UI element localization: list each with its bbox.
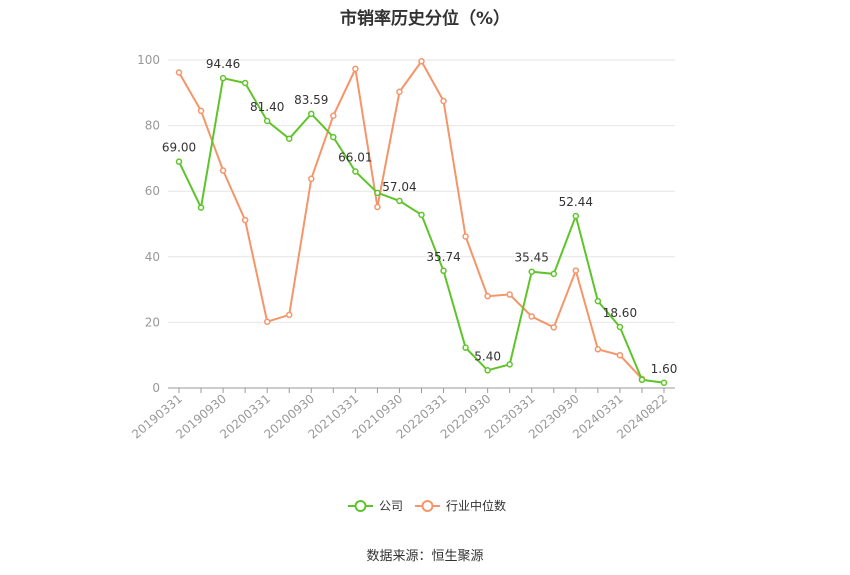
data-point: [506, 291, 513, 298]
data-point: [285, 311, 293, 319]
data-point: [660, 379, 668, 387]
legend-label: 行业中位数: [446, 498, 506, 513]
data-point: [330, 112, 337, 120]
data-point: [352, 65, 359, 73]
data-point: [219, 167, 227, 174]
data-point: [506, 361, 513, 368]
data-point: [396, 197, 403, 205]
data-point: [374, 203, 381, 211]
y-tick-label: 80: [145, 119, 160, 133]
data-point: [440, 267, 447, 275]
data-label: 1.60: [651, 362, 678, 376]
data-point: [484, 367, 491, 374]
data-point: [638, 376, 646, 384]
y-tick-label: 40: [145, 250, 160, 264]
data-point: [594, 346, 602, 353]
x-axis: 2019033120190930202003312020093020210331…: [129, 387, 675, 442]
data-label: 52.44: [559, 195, 593, 209]
data-point: [263, 117, 271, 125]
data-point: [175, 158, 183, 165]
gridlines: [168, 59, 675, 323]
data-point: [197, 107, 205, 115]
legend-marker: [354, 500, 367, 512]
data-point: [418, 211, 425, 219]
data-point: [440, 97, 447, 105]
data-point: [616, 351, 624, 359]
data-point: [550, 270, 558, 278]
data-point: [241, 216, 249, 224]
y-tick-label: 100: [137, 53, 160, 67]
data-point: [396, 88, 403, 96]
data-label: 18.60: [603, 306, 637, 320]
data-point: [352, 168, 359, 175]
data-point: [308, 175, 315, 182]
data-label: 66.01: [338, 150, 372, 164]
data-point: [462, 233, 469, 240]
data-point: [616, 323, 624, 331]
series-line-1: [178, 59, 643, 380]
data-point: [219, 74, 227, 82]
data-label: 81.40: [250, 100, 284, 114]
data-label: 94.46: [206, 57, 240, 71]
data-label: 35.45: [515, 251, 549, 265]
data-point: [308, 110, 315, 118]
data-point: [330, 133, 337, 141]
data-point: [594, 297, 602, 305]
y-tick-label: 0: [152, 381, 160, 395]
data-label: 5.40: [474, 349, 501, 363]
data-point: [285, 135, 293, 142]
series-layer: [175, 58, 668, 387]
data-point: [572, 267, 580, 274]
legend-marker: [421, 500, 434, 512]
data-label: 69.00: [162, 141, 196, 155]
data-point: [550, 324, 558, 331]
data-point: [263, 318, 271, 325]
data-point: [528, 313, 535, 320]
data-point: [528, 268, 535, 275]
data-point: [175, 69, 183, 76]
data-point: [572, 212, 580, 220]
data-point: [197, 204, 205, 211]
data-label: 35.74: [426, 250, 460, 264]
data-label: 83.59: [294, 93, 328, 107]
data-point: [418, 58, 425, 65]
legend-label: 公司: [379, 499, 403, 513]
data-labels: 69.00 94.46 81.40 83.59 66.01 57.04 35.74 5.40 3…: [162, 57, 678, 376]
data-source: 数据来源：恒生聚源: [366, 549, 484, 564]
data-point: [241, 79, 249, 87]
series-line-0: [178, 76, 665, 384]
data-label: 57.04: [382, 180, 416, 194]
data-point: [462, 344, 469, 351]
data-point: [484, 292, 491, 300]
data-point: [374, 189, 381, 197]
y-tick-label: 20: [145, 315, 160, 329]
chart-title: 市销率历史分位（%）: [339, 9, 511, 29]
y-axis-ticks: 0 20 40 60 80 100: [137, 53, 160, 395]
y-tick-label: 60: [145, 184, 160, 198]
legend: 公司 行业中位数: [348, 498, 506, 513]
